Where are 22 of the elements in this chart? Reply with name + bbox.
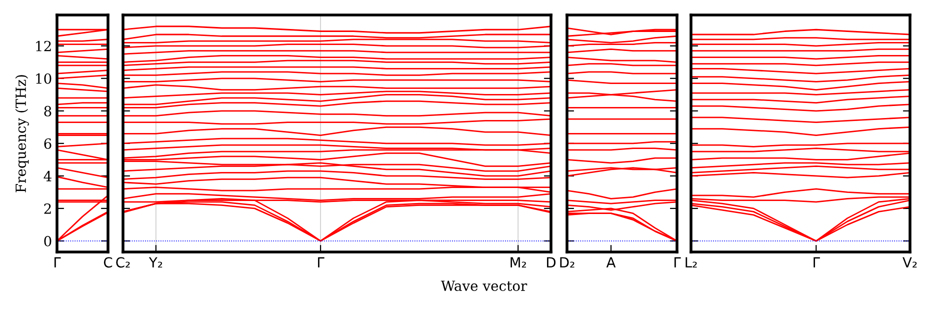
x-tick-label: D bbox=[547, 257, 556, 268]
y-tick-label: 4 bbox=[44, 170, 52, 182]
y-tick-label: 0 bbox=[44, 236, 52, 246]
x-tick-label: C bbox=[104, 257, 112, 268]
x-tick-label: L₂ bbox=[686, 257, 697, 268]
x-tick-label: M₂ bbox=[510, 257, 526, 268]
x-tick-label: Y₂ bbox=[148, 257, 162, 268]
y-tick-label: 8 bbox=[44, 106, 52, 116]
y-tick-label: 6 bbox=[44, 138, 52, 149]
x-tick-label: Γ bbox=[814, 257, 820, 268]
x-tick-label: A bbox=[606, 257, 616, 268]
y-tick-label: 10 bbox=[36, 73, 52, 84]
x-tick-label: Γ bbox=[674, 257, 681, 268]
y-tick-label: 2 bbox=[44, 203, 51, 214]
x-tick-label: Γ bbox=[54, 257, 61, 268]
x-axis-title: Wave vector bbox=[440, 280, 528, 292]
y-axis-title: Frequency (THz) bbox=[15, 75, 29, 192]
x-tick-label: D₂ bbox=[560, 257, 574, 268]
x-tick-label: V₂ bbox=[902, 257, 917, 268]
x-tick-label: Γ bbox=[318, 257, 324, 268]
x-tick-label: C₂ bbox=[116, 257, 130, 268]
y-tick-label: 12 bbox=[36, 40, 51, 52]
